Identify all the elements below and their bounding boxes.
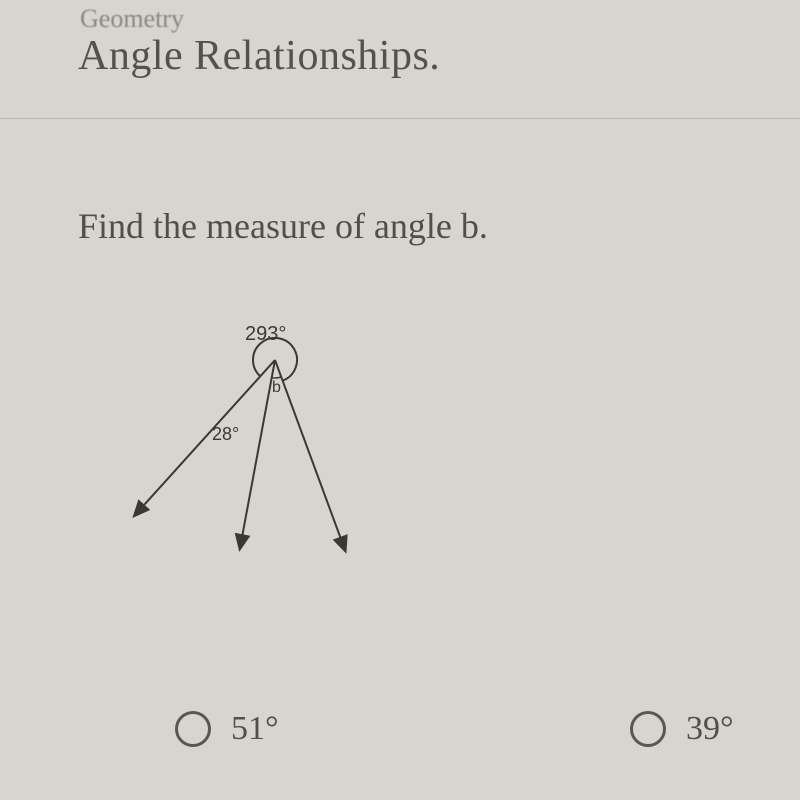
- subject-label: Geometry: [80, 4, 184, 34]
- label-28: 28°: [212, 424, 239, 444]
- question-text: Find the measure of angle b.: [78, 205, 488, 247]
- radio-icon: [175, 711, 211, 747]
- angle-b-arc: [272, 377, 282, 378]
- divider: [0, 118, 800, 119]
- option-a[interactable]: 51°: [175, 710, 279, 748]
- option-b-label: 39°: [686, 710, 734, 748]
- label-b: b: [272, 379, 281, 396]
- diagram-svg: 293° 28° b: [120, 320, 400, 600]
- option-b[interactable]: 39°: [630, 710, 734, 748]
- angle-diagram: 293° 28° b: [120, 320, 400, 600]
- ray-1: [135, 360, 275, 515]
- page-title: Angle Relationships.: [78, 32, 440, 80]
- label-293: 293°: [245, 323, 286, 345]
- radio-icon: [630, 711, 666, 747]
- ray-3: [275, 360, 345, 550]
- option-a-label: 51°: [231, 710, 279, 748]
- ray-2: [240, 360, 275, 548]
